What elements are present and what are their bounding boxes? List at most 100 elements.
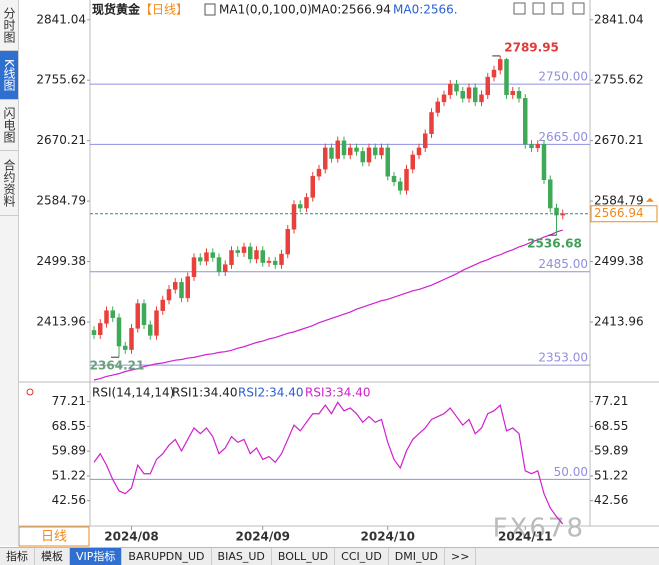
period-button-label[interactable]: 日线 [41,530,67,545]
candle-body [116,317,122,347]
candle-body [316,168,322,177]
candle-body [373,147,378,156]
rsi-legend: RSI1:34.40 [172,386,238,400]
marker-label: 2536.68 [527,237,582,251]
candle-body [441,94,447,103]
sidebar-tab[interactable]: K线图 [0,51,18,100]
candle-body [223,264,228,272]
series-line [93,401,564,525]
toolbar-tab[interactable]: BOLL_UD [272,548,336,565]
toolbar-tab[interactable]: BARUPDN_UD [122,548,212,565]
candle-body [404,168,409,191]
candle-body [310,175,315,198]
candle-body [354,147,359,152]
candle-body [504,59,509,96]
tool-icon[interactable] [513,2,526,15]
candle-body [554,207,559,216]
chart-title: 现货黄金 [92,2,141,17]
candle-body [491,69,497,78]
candle-body [185,276,190,299]
tool-icon[interactable] [572,2,585,15]
rsi-title: RSI(14,14,14) [92,386,174,400]
candle-body [385,147,390,177]
x-tick-label: 2024/10 [361,530,415,544]
toolbar-tab[interactable]: BIAS_UD [212,548,272,565]
indicator-icon[interactable] [204,3,216,16]
candle-body [454,83,459,92]
y-tick-label: 42.56 [594,493,628,507]
y-tick-label: 77.21 [52,394,86,408]
y-tick-label: 59.89 [594,444,628,458]
candle-body [323,147,328,170]
level-label: 2750.00 [538,70,588,84]
y-tick-label: 68.55 [52,419,86,433]
toolbar-tab[interactable]: VIP指标 [70,548,123,565]
legend-label: MA0:2566.94 [311,3,391,17]
candle-body [304,197,309,209]
candle-body [479,94,484,103]
toolbar-tab[interactable]: CCI_UD [335,548,389,565]
candle-body [110,310,115,318]
current-price-label: 2566.94 [594,206,644,220]
toolbar-tab[interactable]: DMI_UD [389,548,446,565]
sidebar-tab[interactable]: 合约资料 [0,151,18,216]
toolbar-tab[interactable]: 模板 [35,548,70,565]
sidebar-tab[interactable]: 闪电图 [0,100,18,151]
current-price-arrow [646,197,654,202]
candle-body [229,250,234,265]
watermark: FX678 [493,514,585,544]
candle-body [210,252,215,258]
candle-body [410,154,415,170]
tool-icon[interactable] [551,2,564,15]
candle-body [173,282,178,290]
level-label: 50.00 [554,465,588,479]
candle-body [398,181,403,191]
candle-body [98,323,103,335]
indicator-label: MA1(0,0,100,0) [219,3,312,17]
y-tick-label: 2499.38 [594,254,644,268]
y-tick-label: 42.56 [52,493,86,507]
y-tick-label: 2413.96 [36,314,86,328]
candle-body [123,345,128,350]
candle-body [429,112,434,134]
candle-body [248,246,253,260]
rsi-legend: RSI3:34.40 [305,386,371,400]
toolbar-tab[interactable]: 指标 [0,548,35,565]
rsi-icon[interactable] [26,388,34,396]
period-button[interactable] [18,526,90,547]
candle-body [485,76,490,96]
sidebar-tab[interactable]: 分时图 [0,0,18,51]
tool-icon[interactable] [532,2,545,15]
background [18,0,659,547]
toolbar-tab[interactable]: >> [445,548,477,565]
candle-body [529,144,534,149]
candle-body [154,310,159,336]
y-tick-label: 77.21 [594,394,628,408]
candle-body [266,260,272,263]
candle-body [179,282,184,299]
candle-body [548,179,553,209]
candle-body [141,303,147,326]
candle-body [241,246,247,253]
candle-body [510,91,515,96]
toolbar: 指标 模板 VIP指标 BARUPDN_UD BIAS_UD BOLL_UD C… [0,547,659,565]
series-line [93,229,563,381]
y-tick-label: 51.22 [594,468,628,482]
candle-body [423,133,428,149]
legend-label: MA0:2566. [393,3,458,17]
candle-body [335,140,340,159]
candle-body [198,257,203,262]
level-label: 2485.00 [538,257,588,271]
candle-body [166,289,172,301]
y-tick-label: 2584.79 [36,194,86,208]
marker-label: 2789.95 [504,40,559,54]
candle-body [416,147,422,156]
candle-body [535,144,540,149]
candle-body [541,144,547,180]
candle-body [341,140,347,156]
candle-body [298,204,303,209]
candle-body [498,59,503,71]
rsi-legend: RSI2:34.40 [238,386,304,400]
candle-body [329,147,334,159]
